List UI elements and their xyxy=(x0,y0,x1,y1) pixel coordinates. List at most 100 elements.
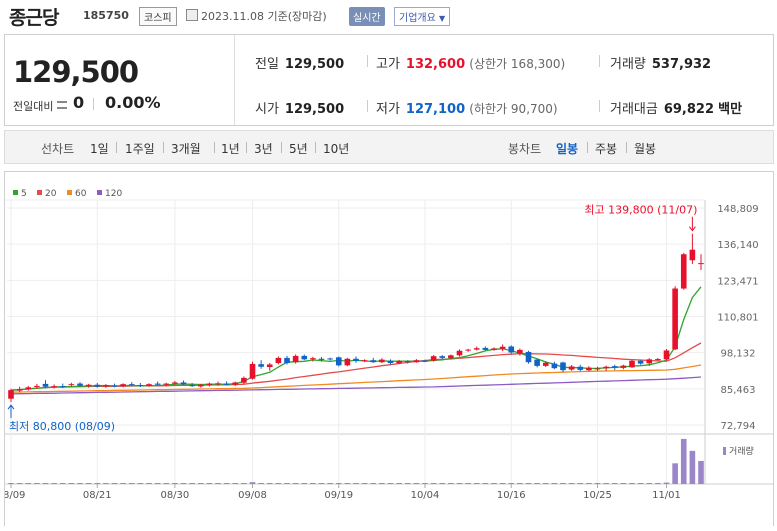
candle-body xyxy=(603,366,609,369)
candle-body xyxy=(206,383,213,386)
candle-body xyxy=(404,361,411,363)
candle-body xyxy=(34,385,40,387)
candle-body xyxy=(534,359,540,366)
volume-bar xyxy=(422,483,428,484)
candle-body xyxy=(620,365,627,368)
candle-body xyxy=(232,382,239,385)
volume-bar xyxy=(655,483,661,484)
legend-swatch-20 xyxy=(37,190,42,195)
tab-daily[interactable]: 일봉 xyxy=(556,142,579,156)
volume-bar xyxy=(379,483,385,484)
divider xyxy=(93,98,94,110)
volume-bar xyxy=(404,483,411,484)
volume-bar xyxy=(8,483,14,484)
candle-chart-label[interactable]: 봉차트 xyxy=(508,142,542,156)
low-annotation: 최저 80,800 (08/09) xyxy=(9,420,115,433)
volume-bar xyxy=(508,483,515,484)
candle-body xyxy=(284,357,290,364)
realtime-button[interactable]: 실시간 xyxy=(349,7,385,26)
candle-body xyxy=(542,362,549,366)
volume-bar xyxy=(266,483,273,484)
volume-bar xyxy=(335,483,342,484)
candle-body xyxy=(551,363,558,369)
company-overview-button[interactable]: 기업개요 ▼ xyxy=(394,7,451,26)
tab-5y[interactable]: 5년 xyxy=(289,142,308,156)
candle-body xyxy=(327,358,333,360)
low-label: 저가 xyxy=(376,102,400,117)
volume-bar xyxy=(68,483,75,484)
tab-1w[interactable]: 1주일 xyxy=(125,142,155,156)
candle-body xyxy=(568,366,575,370)
volume-bar xyxy=(146,483,152,484)
volume-bar xyxy=(456,483,463,484)
candle-body xyxy=(430,356,437,361)
trade-amount-value: 69,822 xyxy=(663,102,715,117)
volume-bar xyxy=(327,483,333,484)
candle-body xyxy=(146,384,152,386)
volume-bar xyxy=(491,483,497,484)
divider xyxy=(214,142,215,153)
x-tick-label: 10/25 xyxy=(583,490,612,501)
legend-swatch-60 xyxy=(67,190,72,195)
candle-body xyxy=(172,382,178,384)
candle-body xyxy=(387,360,394,364)
volume-bar xyxy=(361,483,368,484)
legend-swatch-120 xyxy=(97,190,102,195)
volume-bar xyxy=(611,483,618,484)
candle-body xyxy=(292,355,299,363)
tab-1d[interactable]: 1일 xyxy=(90,142,109,156)
x-tick-label: 09/19 xyxy=(324,490,353,501)
volume-bar xyxy=(629,483,635,484)
candle-body xyxy=(249,363,256,379)
candle-body xyxy=(85,384,92,386)
divider xyxy=(367,100,368,112)
open-label: 시가 xyxy=(255,102,279,117)
volume-bar xyxy=(318,483,325,484)
candle-body xyxy=(680,254,687,289)
volume-bar xyxy=(163,483,170,484)
candle-body xyxy=(482,347,489,350)
volume-bar xyxy=(206,483,213,484)
tab-10y[interactable]: 10년 xyxy=(323,142,350,156)
tab-3m[interactable]: 3개월 xyxy=(171,142,201,156)
candle-body xyxy=(189,385,195,387)
tab-monthly[interactable]: 월봉 xyxy=(634,142,657,156)
chart-svg[interactable]: 5 20 60 120 148,809 136,140 123,471 110,801 98,1… xyxy=(0,172,773,527)
tab-weekly[interactable]: 주봉 xyxy=(595,142,618,156)
prev-close-label: 전일 xyxy=(255,57,279,72)
volume-bar xyxy=(180,483,187,484)
volume-bar xyxy=(292,483,299,484)
volume-bar xyxy=(34,483,40,484)
candle-body xyxy=(128,384,135,386)
volume-bar xyxy=(189,483,195,484)
x-tick-label: 09/08 xyxy=(238,490,267,501)
lower-limit-value: 90,700 xyxy=(510,102,553,116)
volume-bar xyxy=(698,461,704,484)
volume-bar xyxy=(172,483,178,484)
candle-body xyxy=(241,377,247,383)
candlestick-chart[interactable]: 5 20 60 120 148,809 136,140 123,471 110,801 98,1… xyxy=(0,171,774,527)
volume-bar xyxy=(128,483,135,484)
candle-body xyxy=(344,358,351,366)
volume-legend-label: 거래량 xyxy=(729,445,754,457)
volume-bar xyxy=(344,483,351,484)
upper-limit-value: 168,300 xyxy=(510,57,561,71)
volume-bar xyxy=(586,483,592,484)
low-value: 127,100 xyxy=(405,102,466,117)
volume-bar xyxy=(646,483,653,484)
high-value: 132,600 xyxy=(405,57,466,72)
tab-1y[interactable]: 1년 xyxy=(221,142,240,156)
candle-body xyxy=(577,366,584,370)
volume-legend-swatch xyxy=(723,447,726,455)
candle-body xyxy=(51,386,57,388)
line-chart-label[interactable]: 선차트 xyxy=(41,142,75,156)
volume-bar xyxy=(258,483,264,484)
legend-swatch-5 xyxy=(13,190,18,195)
volume-bar xyxy=(663,482,670,484)
volume-value: 537,932 xyxy=(651,57,712,72)
change-label: 전일대비 xyxy=(13,100,54,113)
tab-3y[interactable]: 3년 xyxy=(254,142,273,156)
y-tick-label: 85,463 xyxy=(721,385,756,396)
candle-body xyxy=(8,390,14,399)
divider xyxy=(116,142,117,153)
